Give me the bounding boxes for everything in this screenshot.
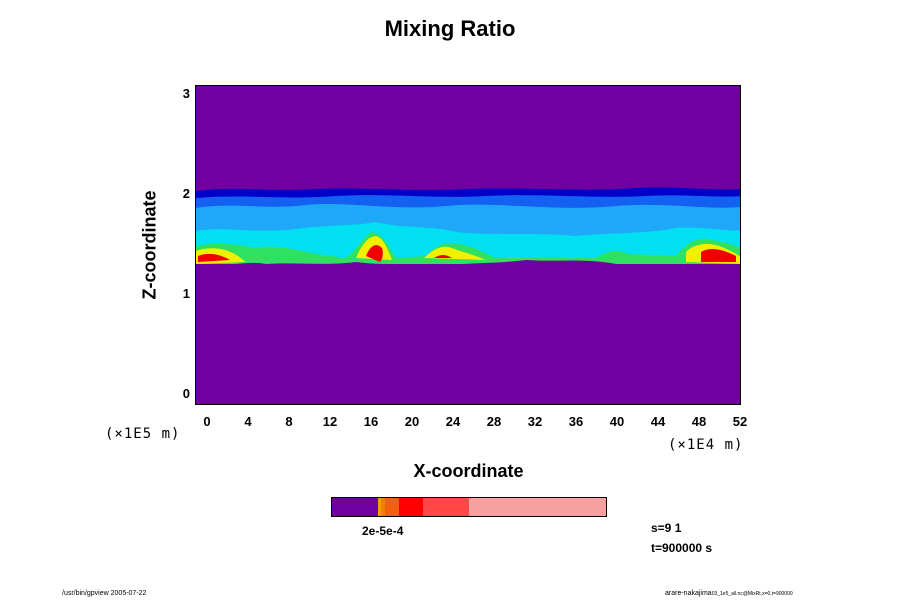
x-tick-label: 32 bbox=[527, 414, 543, 429]
x-tick-label: 20 bbox=[404, 414, 420, 429]
y-tick-label: 3 bbox=[182, 86, 190, 101]
time-info: t=900000 s bbox=[651, 541, 713, 555]
x-axis-label: X-coordinate bbox=[413, 461, 524, 481]
footer-right: arare-nakajima03_1e5_all.nc@MixRt,x=0,t=… bbox=[665, 590, 793, 597]
colorbar-segment bbox=[469, 498, 606, 516]
colorbar-segment bbox=[399, 498, 423, 516]
contour-yellow bbox=[196, 236, 740, 264]
x-scale-label: (×1E4 m) bbox=[668, 437, 744, 453]
colorbar-segment bbox=[332, 498, 378, 516]
x-tick-label: 0 bbox=[203, 414, 211, 429]
x-tick-label: 8 bbox=[285, 414, 293, 429]
x-tick-label: 36 bbox=[568, 414, 584, 429]
y-tick-label: 2 bbox=[182, 186, 190, 201]
contour-green bbox=[196, 232, 740, 264]
step-info: s=9 1 bbox=[651, 521, 682, 535]
x-tick-label: 16 bbox=[363, 414, 379, 429]
x-tick-label: 52 bbox=[732, 414, 748, 429]
x-tick-label: 44 bbox=[650, 414, 666, 429]
mixing-ratio-field bbox=[196, 187, 740, 404]
contour-cyan bbox=[196, 222, 740, 264]
x-tick-label: 24 bbox=[445, 414, 461, 429]
y-scale-label: (×1E5 m) bbox=[105, 426, 181, 442]
colorbar-segment bbox=[378, 498, 381, 516]
x-tick-label: 40 bbox=[609, 414, 625, 429]
y-tick-label: 0 bbox=[182, 386, 190, 401]
plot-area bbox=[195, 85, 741, 405]
y-tick-label: 1 bbox=[182, 286, 190, 301]
colorbar-label: 2e-5e-4 bbox=[362, 524, 404, 538]
colorbar-segment bbox=[381, 498, 385, 516]
colorbar bbox=[331, 497, 607, 517]
chart-title: Mixing Ratio bbox=[384, 16, 516, 41]
footer-right-main: arare-nakajima bbox=[665, 590, 712, 597]
footer-left: /usr/bin/gpview 2005-07-22 bbox=[62, 590, 147, 597]
footer-right-sub: 03_1e5_all.nc@MixRt,x=0,t=900000 bbox=[711, 591, 793, 597]
colorbar-segment bbox=[385, 498, 399, 516]
layer-lower-edge bbox=[196, 260, 740, 404]
colorbar-segment bbox=[423, 498, 469, 516]
y-axis-label: Z-coordinate bbox=[139, 190, 160, 300]
x-tick-label: 4 bbox=[244, 414, 252, 429]
x-tick-label: 48 bbox=[691, 414, 707, 429]
x-tick-label: 28 bbox=[486, 414, 502, 429]
x-tick-label: 12 bbox=[322, 414, 338, 429]
